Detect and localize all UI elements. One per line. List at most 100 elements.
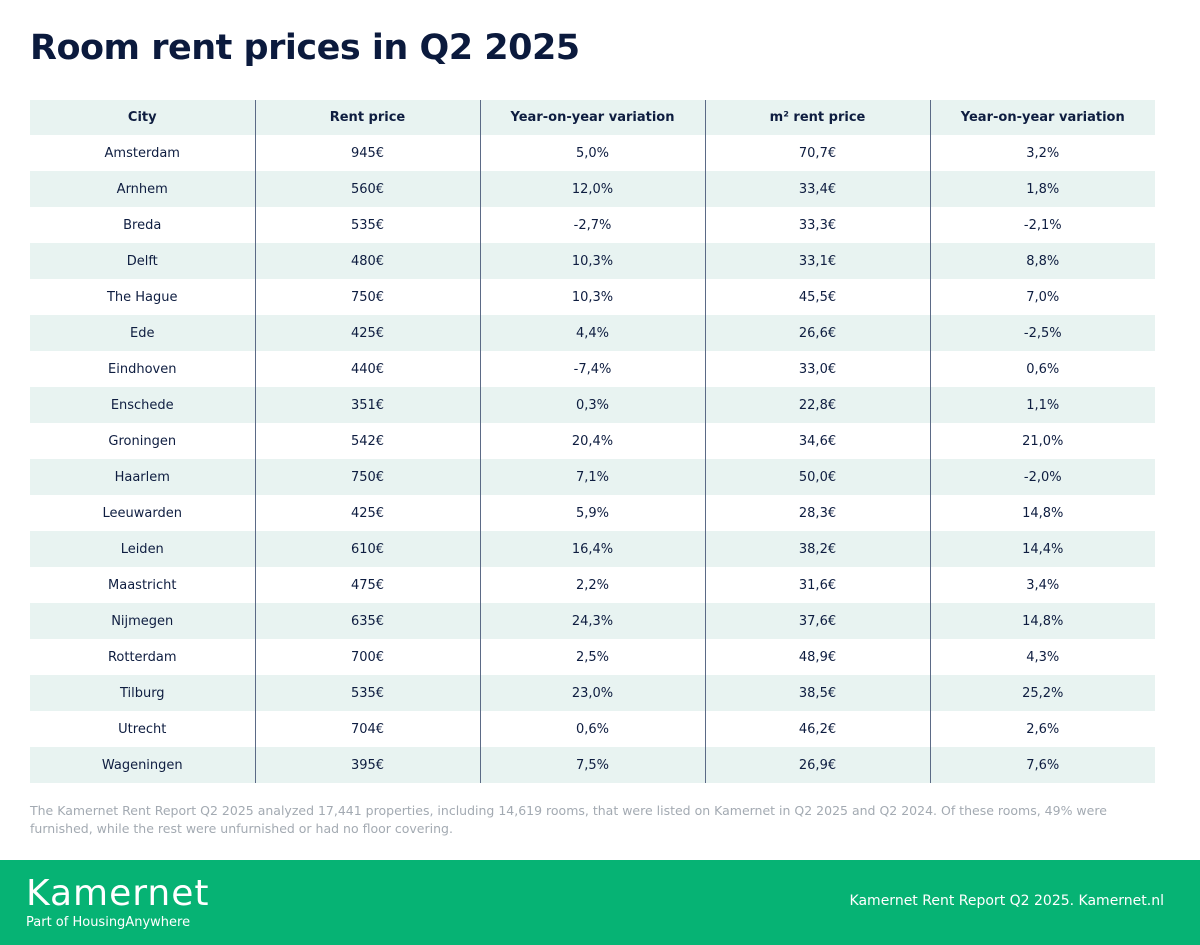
table-cell: 610€	[254, 531, 480, 567]
table-cell: 425€	[254, 495, 480, 531]
table-cell: The Hague	[106, 289, 178, 305]
table-cell: 7,5%	[479, 747, 705, 783]
table-row: Haarlem 750€ 7,1% 50,0€ -2,0%	[30, 459, 1155, 495]
table-cell: 33,1€	[704, 243, 930, 279]
table-row: Utrecht 704€ 0,6% 46,2€ 2,6%	[30, 711, 1155, 747]
table-cell: 4,3%	[929, 639, 1155, 675]
footer-credit: Kamernet Rent Report Q2 2025. Kamernet.n…	[849, 893, 1164, 909]
table-cell: 50,0€	[704, 459, 930, 495]
table-cell: 4,4%	[479, 315, 705, 351]
table-cell: 33,4€	[704, 171, 930, 207]
table-cell: 0,6%	[479, 711, 705, 747]
table-cell: Utrecht	[118, 721, 167, 737]
table-cell: 1,1%	[929, 387, 1155, 423]
page-title: Room rent prices in Q2 2025	[30, 28, 580, 68]
kamernet-logo: Kamernet	[26, 873, 210, 914]
table-cell: 24,3%	[479, 603, 705, 639]
table-cell: -2,0%	[929, 459, 1155, 495]
table-cell: 48,9€	[704, 639, 930, 675]
table-cell: Rotterdam	[107, 649, 177, 665]
table-cell: 25,2%	[929, 675, 1155, 711]
table-cell: 33,0€	[704, 351, 930, 387]
table-row: The Hague 750€ 10,3% 45,5€ 7,0%	[30, 279, 1155, 315]
table-cell: 700€	[254, 639, 480, 675]
table-cell: 3,2%	[929, 135, 1155, 171]
table-cell: 14,8%	[929, 495, 1155, 531]
table-row: Ede 425€ 4,4% 26,6€ -2,5%	[30, 315, 1155, 351]
tagline-prefix: Part of	[26, 915, 73, 930]
table-cell: 28,3€	[704, 495, 930, 531]
table-cell: 2,5%	[479, 639, 705, 675]
table-cell: 12,0%	[479, 171, 705, 207]
table-cell: 635€	[254, 603, 480, 639]
table-cell: 704€	[254, 711, 480, 747]
table-row: Groningen 542€ 20,4% 34,6€ 21,0%	[30, 423, 1155, 459]
tagline: Part of HousingAnywhere	[26, 915, 190, 930]
table-cell: 2,2%	[479, 567, 705, 603]
table-cell: 425€	[254, 315, 480, 351]
table-cell: 38,2€	[704, 531, 930, 567]
table-cell: 351€	[254, 387, 480, 423]
table-cell: Nijmegen	[111, 613, 174, 629]
table-cell: -2,1%	[929, 207, 1155, 243]
table-cell: 7,0%	[929, 279, 1155, 315]
column-header: Rent price	[254, 100, 480, 135]
table-row: Arnhem 560€ 12,0% 33,4€ 1,8%	[30, 171, 1155, 207]
table-cell: 14,4%	[929, 531, 1155, 567]
table-cell: -2,7%	[479, 207, 705, 243]
table-cell: 535€	[254, 207, 480, 243]
table-row: Eindhoven 440€ -7,4% 33,0€ 0,6%	[30, 351, 1155, 387]
table-row: Wageningen 395€ 7,5% 26,9€ 7,6%	[30, 747, 1155, 783]
table-row: Breda 535€ -2,7% 33,3€ -2,1%	[30, 207, 1155, 243]
table-row: Nijmegen 635€ 24,3% 37,6€ 14,8%	[30, 603, 1155, 639]
column-header: Year-on-year variation	[479, 100, 705, 135]
table-row: Amsterdam 945€ 5,0% 70,7€ 3,2%	[30, 135, 1155, 171]
table-cell: 14,8%	[929, 603, 1155, 639]
table-cell: 395€	[254, 747, 480, 783]
table-cell: Leeuwarden	[102, 505, 182, 521]
table-cell: 7,1%	[479, 459, 705, 495]
table-cell: 560€	[254, 171, 480, 207]
table-cell: 21,0%	[929, 423, 1155, 459]
table-cell: -2,5%	[929, 315, 1155, 351]
table-cell: 3,4%	[929, 567, 1155, 603]
table-row: Maastricht 475€ 2,2% 31,6€ 3,4%	[30, 567, 1155, 603]
table-cell: 480€	[254, 243, 480, 279]
table-cell: 542€	[254, 423, 480, 459]
table-cell: Delft	[126, 253, 158, 269]
table-row: Enschede 351€ 0,3% 22,8€ 1,1%	[30, 387, 1155, 423]
table-cell: 945€	[254, 135, 480, 171]
table-cell: 34,6€	[704, 423, 930, 459]
column-header: City	[127, 110, 157, 125]
table-cell: 535€	[254, 675, 480, 711]
table-cell: 475€	[254, 567, 480, 603]
table-cell: 70,7€	[704, 135, 930, 171]
table-cell: 31,6€	[704, 567, 930, 603]
table-cell: Groningen	[108, 433, 177, 449]
table-cell: 20,4%	[479, 423, 705, 459]
table-row: Leeuwarden 425€ 5,9% 28,3€ 14,8%	[30, 495, 1155, 531]
table-cell: Wageningen	[101, 757, 183, 773]
table-cell: 26,9€	[704, 747, 930, 783]
table-cell: 26,6€	[704, 315, 930, 351]
table-cell: Eindhoven	[108, 361, 177, 377]
table-cell: 45,5€	[704, 279, 930, 315]
table-cell: Haarlem	[114, 469, 170, 485]
table-cell: 750€	[254, 459, 480, 495]
table-cell: Leiden	[120, 541, 164, 557]
table-cell: 5,0%	[479, 135, 705, 171]
table-row: Tilburg 535€ 23,0% 38,5€ 25,2%	[30, 675, 1155, 711]
table-cell: 8,8%	[929, 243, 1155, 279]
table-cell: 22,8€	[704, 387, 930, 423]
table-cell: 38,5€	[704, 675, 930, 711]
table-cell: 16,4%	[479, 531, 705, 567]
table-cell: 23,0%	[479, 675, 705, 711]
column-header: m² rent price	[704, 100, 930, 135]
table-cell: 2,6%	[929, 711, 1155, 747]
table-cell: 440€	[254, 351, 480, 387]
table-row: Leiden 610€ 16,4% 38,2€ 14,4%	[30, 531, 1155, 567]
column-header: Year-on-year variation	[929, 100, 1155, 135]
tagline-brand: HousingAnywhere	[72, 915, 191, 930]
footnote: The Kamernet Rent Report Q2 2025 analyze…	[30, 803, 1107, 836]
table-cell: 10,3%	[479, 243, 705, 279]
